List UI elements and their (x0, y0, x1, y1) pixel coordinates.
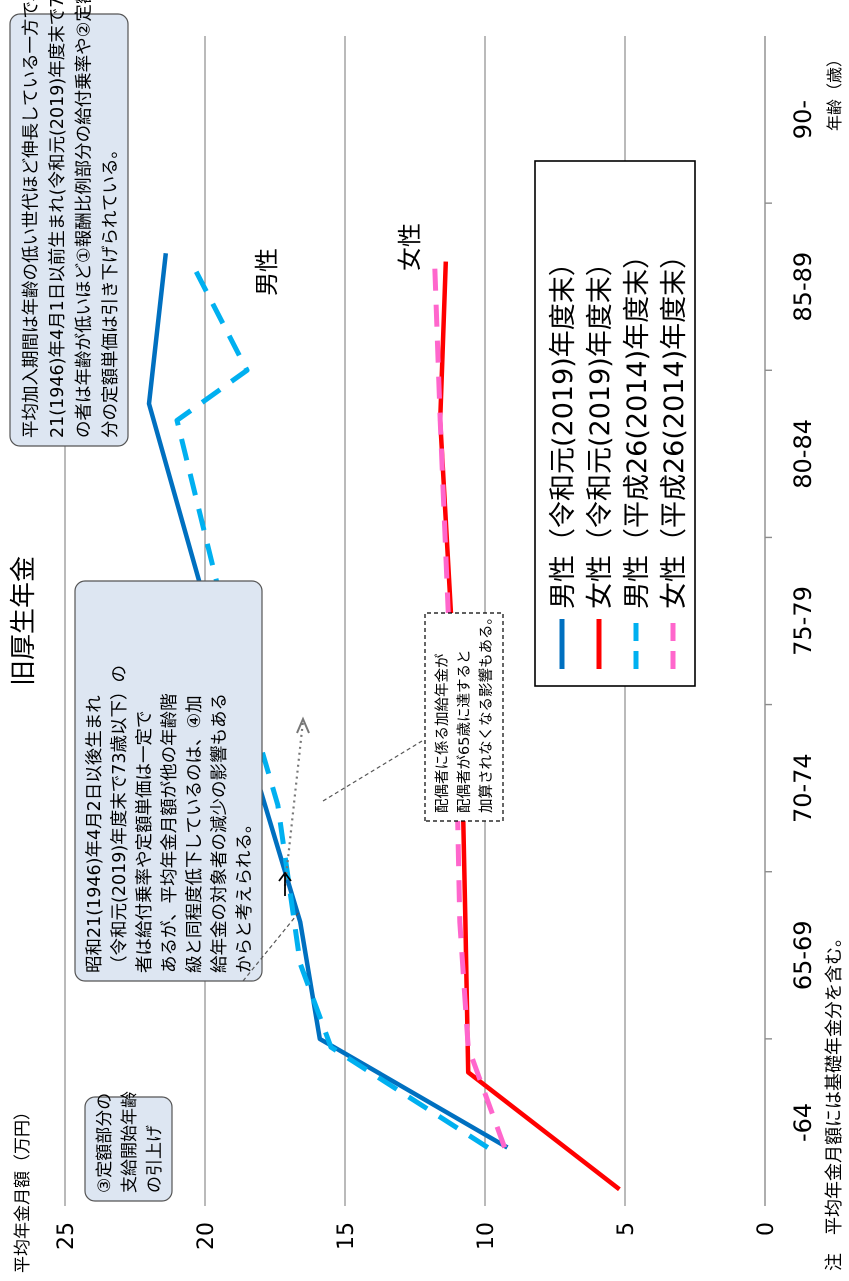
chart-title: 旧厚生年金 (9, 556, 39, 686)
legend: 男性（令和元(2019)年度末） 女性（令和元(2019)年度末） 男性（平成26(… (534, 160, 696, 687)
annotation-top-left-line: 者は給付乗率や定額単価は一定で (135, 711, 155, 974)
y-tick-label: 25 (54, 1222, 79, 1250)
pointer-line-left (242, 910, 301, 982)
footnote: 注 平均年金月額には基礎年金分を含む。 (824, 929, 845, 1271)
x-tick-label: 65-69 (789, 920, 817, 990)
annotation-bottom-left-line: の引上げ (145, 1125, 165, 1193)
arrow-head-black (278, 871, 292, 882)
x-tick-label: 70-74 (789, 753, 817, 823)
legend-label-1: 女性（令和元(2019)年度末） (585, 249, 616, 609)
female-label: 女性 (396, 223, 424, 271)
annotation-top-left-line: あるが、平均年金月額が他の年齢階 (160, 693, 180, 973)
annotation-top-right-line: 平均加入期間は年齢の低い世代ほど伸長している一方で、昭和 (22, 0, 42, 438)
text-labels: 旧厚生年金 平均年金月額（万円） 年齢（歳） 注 平均年金月額には基礎年金分を含… (9, 51, 845, 1273)
x-tick-label: 90- (789, 100, 817, 139)
pointer-dotted-arrow (283, 720, 305, 887)
y-tick-label: 15 (334, 1222, 359, 1250)
annotation-top-left-line: 昭和21(1946)年4月2日以後生まれ (85, 695, 105, 973)
y-tick-label: 0 (754, 1222, 779, 1236)
male-label: 男性 (253, 248, 281, 296)
annotation-top-right-line: 21(1946)年4月1日以前生まれ(令和元(2019)年度末で74歳以上) (48, 0, 68, 438)
annotation-bottom-left-line: 支給開始年齢 (120, 1091, 140, 1193)
series-line-0 (146, 253, 509, 1150)
x-tick-label: -64 (789, 1103, 817, 1142)
y-tick-label: 10 (474, 1222, 499, 1250)
annotation-top-left-line: からと考えられる。 (235, 816, 255, 974)
annotation-top-right-box (9, 13, 129, 447)
annotation-spouse-box (424, 612, 504, 822)
pointer-line-spouse (322, 740, 423, 802)
axes: 0 5 10 15 20 25 -64 65-69 70-74 75-79 80-84 85-89 90… (54, 36, 817, 1250)
annotations: 平均加入期間は年齢の低い世代ほど伸長している一方で、昭和 21(1946)年4月1… (9, 0, 504, 1202)
arrow-head-gray (296, 716, 310, 734)
x-tick-label: 75-79 (789, 586, 817, 656)
legend-label-3: 女性（平成26(2014)年度末） (659, 242, 690, 609)
annotation-top-left-line: 給年金の対象者の減少の影響もある (210, 693, 230, 973)
x-axis-label: 年齢（歳） (825, 51, 844, 131)
annotation-spouse-line: 配偶者が65歳に達すると (456, 650, 473, 813)
annotation-bottom-left-line: ③定額部分の (95, 1093, 115, 1193)
y-axis-label: 平均年金月額（万円） (13, 1103, 33, 1273)
annotation-bottom-left-box (84, 1096, 173, 1202)
legend-label-0: 男性（令和元(2019)年度末） (548, 249, 579, 609)
annotation-top-left-line: 級と同程度低下しているのは、④加 (185, 695, 205, 973)
legend-box (534, 160, 696, 687)
annotation-spouse-line: 加算されなくなる影響もある。 (477, 610, 495, 813)
x-tick-label: 80-84 (789, 419, 817, 489)
annotation-top-right-line: 分の定額単価は引き下げられている。 (101, 141, 121, 438)
x-tick-label: 85-89 (789, 252, 817, 322)
annotation-top-left-box (74, 580, 263, 982)
annotation-top-right-line: の者は年齢が低いほど①報酬比例部分の給付乗率や②定額部 (75, 0, 95, 438)
y-tick-label: 20 (194, 1222, 219, 1250)
legend-label-2: 男性（平成26(2014)年度末） (622, 242, 653, 609)
annotation-top-left-line: （令和元(2019)年度末で73歳以下）の (110, 665, 130, 973)
y-tick-label: 5 (614, 1222, 639, 1236)
annotation-spouse-line: 配偶者に係る加給年金が (434, 653, 451, 813)
